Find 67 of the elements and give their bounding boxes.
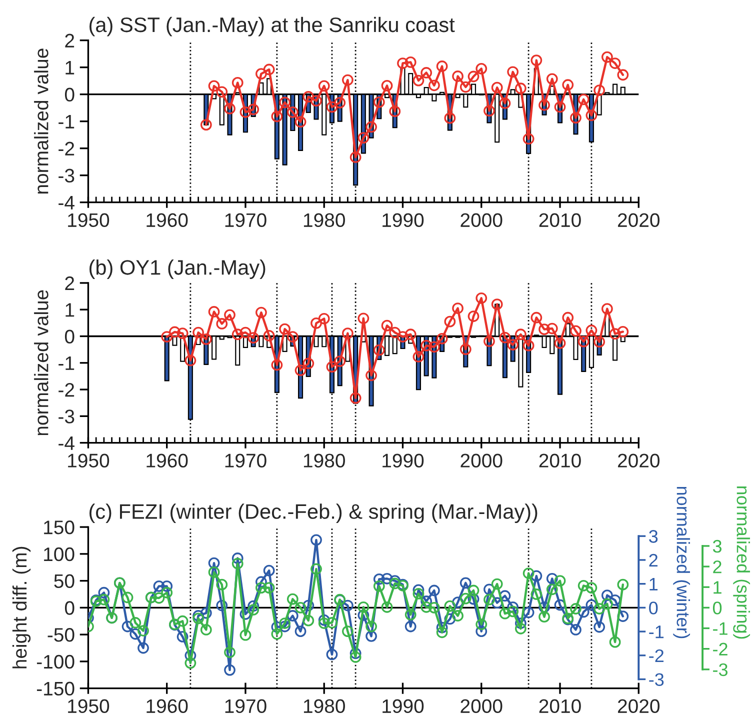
x-tick-label: 1970	[225, 699, 266, 714]
y2-tick-label: -2	[649, 649, 664, 662]
y-tick-label: -3	[58, 168, 74, 183]
y-tick-label: -150	[36, 682, 74, 696]
y3-axis-title: normalized (spring)	[733, 486, 750, 639]
x-tick-label: 2020	[618, 454, 660, 468]
y-tick-label: 2	[65, 34, 74, 48]
y-tick-label: -2	[58, 382, 74, 397]
x-tick-label: 1970	[225, 213, 266, 228]
y2-tick-label: 2	[649, 554, 658, 567]
x-tick-label: 1990	[382, 454, 424, 468]
x-tick-label: 1960	[146, 213, 188, 228]
chart-title: (a) SST (Jan.-May) at the Sanriku coast	[90, 16, 455, 36]
y-tick-label: -4	[58, 196, 74, 210]
y-tick-label: 50	[54, 574, 74, 588]
x-tick-label: 2010	[539, 699, 581, 714]
x-tick-label: 1960	[146, 454, 188, 468]
y-tick-label: 100	[44, 547, 74, 562]
chart-title: (b) OY1 (Jan.-May)	[90, 260, 266, 279]
x-tick-label: 1970	[225, 454, 266, 468]
y-tick-label: 1	[66, 60, 74, 74]
y2-tick-label: 0	[649, 602, 658, 614]
y-tick-label: -50	[48, 628, 74, 642]
y-tick-label: 0	[64, 88, 74, 102]
x-tick-label: 1950	[68, 213, 110, 228]
y-tick-label: -1	[58, 356, 74, 370]
y-tick-label: -3	[58, 410, 74, 424]
y2-tick-label: 3	[649, 530, 658, 543]
x-tick-label: 1950	[68, 699, 110, 714]
y-tick-label: -4	[58, 436, 74, 450]
y2-tick-label: -3	[649, 673, 664, 686]
x-tick-label: 1980	[304, 699, 345, 714]
x-tick-label: 2000	[460, 213, 502, 228]
y-tick-label: -100	[36, 654, 74, 669]
x-tick-label: 2020	[618, 699, 660, 714]
y3-tick-label: -3	[713, 663, 728, 676]
x-tick-label: 1990	[382, 213, 424, 228]
y-tick-label: 0	[64, 330, 74, 344]
y3-tick-label: -2	[713, 642, 728, 656]
x-tick-label: 2010	[539, 213, 581, 228]
x-tick-label: 1960	[146, 699, 188, 714]
y2-tick-label: -1	[649, 626, 664, 638]
y-tick-label: 1	[66, 303, 74, 317]
x-tick-label: 1990	[382, 699, 424, 714]
x-tick-label: 1950	[68, 454, 110, 468]
y-tick-label: -1	[58, 114, 74, 128]
x-tick-label: 1980	[304, 213, 345, 228]
y-axis-title: normalized value	[34, 290, 48, 436]
x-tick-label: 2020	[618, 213, 660, 228]
y-tick-label: -2	[58, 142, 74, 156]
y2-tick-label: 1	[650, 578, 658, 590]
y-axis-title: normalized value	[34, 48, 48, 194]
y-axis-title: height diff. (m)	[12, 546, 31, 668]
y3-tick-label: 1	[714, 581, 722, 594]
x-tick-label: 2000	[460, 454, 502, 468]
y3-tick-label: 3	[712, 540, 722, 553]
x-tick-label: 2010	[539, 454, 581, 468]
x-tick-label: 2000	[460, 699, 502, 714]
chart-title: (c) FEZI (winter (Dec.-Feb.) & spring (Mar.-May))	[90, 504, 538, 524]
y3-tick-label: 0	[712, 602, 722, 614]
y3-tick-label: -1	[713, 622, 728, 635]
y2-axis-title: normalized (winter)	[673, 486, 690, 638]
x-tick-label: 1980	[304, 454, 345, 468]
y-tick-label: 0	[64, 601, 74, 615]
y-tick-label: 150	[44, 520, 74, 534]
y3-tick-label: 2	[713, 560, 722, 574]
y-tick-label: 2	[65, 276, 74, 290]
